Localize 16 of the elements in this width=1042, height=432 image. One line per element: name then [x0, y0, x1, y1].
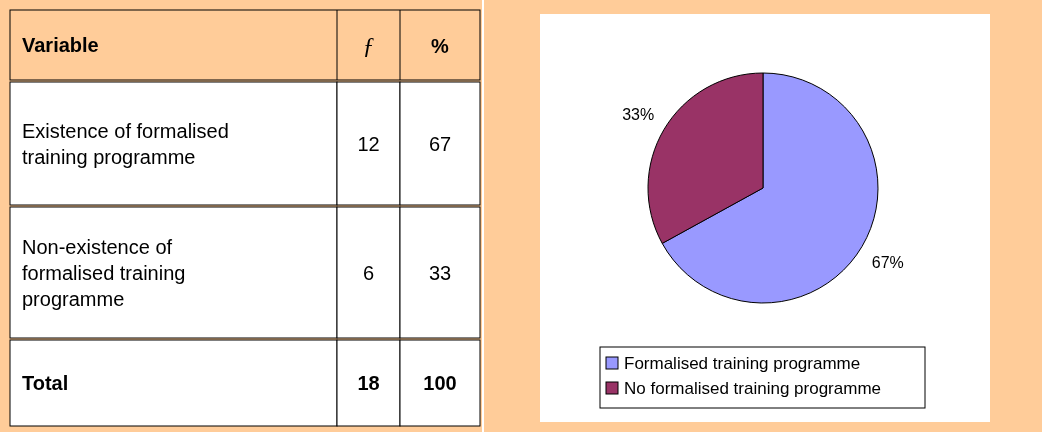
series-label: % [431, 35, 450, 57]
data-label: 18 [357, 372, 380, 394]
series-label: ƒ [362, 32, 375, 58]
text: Variable [22, 34, 99, 56]
data-label: 100 [423, 372, 457, 394]
data-label: 33 [428, 261, 452, 284]
category-label: Total [22, 372, 69, 394]
legend-label: No formalised training programme [624, 379, 881, 398]
data-label: 6 [362, 261, 375, 284]
data-label: 67% [871, 253, 904, 271]
data-label: 67 [428, 132, 452, 155]
category-label: Existence of formalised training programme [22, 119, 229, 168]
data-label: 33% [622, 106, 655, 124]
legend-label: Formalised training programme [624, 354, 861, 373]
category-label: Non-existence of formalised training programme [22, 235, 186, 310]
data-label: 12 [357, 132, 380, 155]
